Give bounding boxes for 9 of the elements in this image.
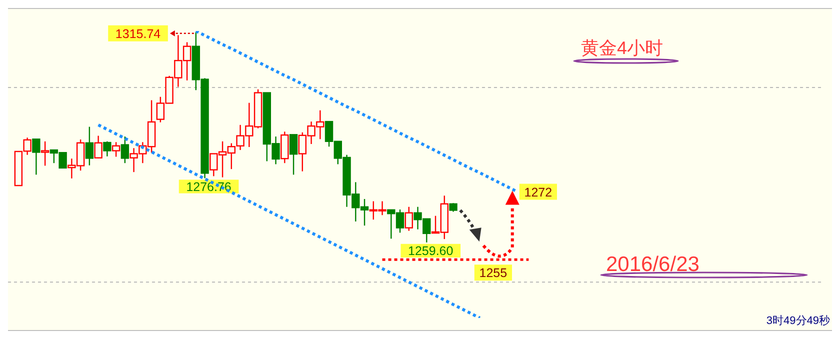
candlestick — [280, 131, 289, 164]
ref-line-label: 1255 — [479, 266, 508, 280]
annotation: 1315.74 — [115, 26, 161, 41]
text: 黄金4小时 — [581, 37, 664, 60]
text: 3时49分49秒 — [766, 314, 830, 328]
text: 2016/6/23 — [606, 253, 700, 277]
text: 1272 — [524, 185, 552, 200]
candlestick — [40, 140, 50, 166]
annotation: 1259.60 — [408, 244, 454, 258]
